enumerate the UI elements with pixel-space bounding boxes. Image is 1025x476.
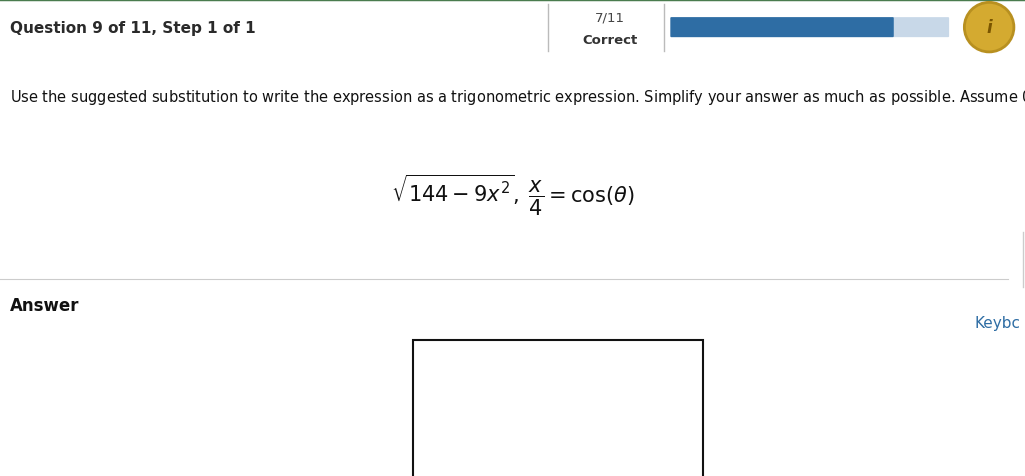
Text: Question 9 of 11, Step 1 of 1: Question 9 of 11, Step 1 of 1: [10, 20, 255, 36]
Text: Use the suggested substitution to write the expression as a trigonometric expres: Use the suggested substitution to write …: [10, 86, 1025, 115]
Text: $\sqrt{144 - 9x^2},\; \dfrac{x}{4} = \cos(\theta)$: $\sqrt{144 - 9x^2},\; \dfrac{x}{4} = \co…: [391, 172, 634, 217]
Text: Keybc: Keybc: [975, 315, 1021, 330]
Text: Correct: Correct: [582, 34, 638, 47]
Bar: [413, 340, 703, 476]
Text: Answer: Answer: [10, 297, 80, 314]
FancyBboxPatch shape: [670, 18, 949, 38]
Circle shape: [965, 3, 1014, 53]
FancyBboxPatch shape: [670, 18, 894, 38]
Text: 7/11: 7/11: [594, 11, 625, 24]
Text: i: i: [986, 19, 992, 37]
